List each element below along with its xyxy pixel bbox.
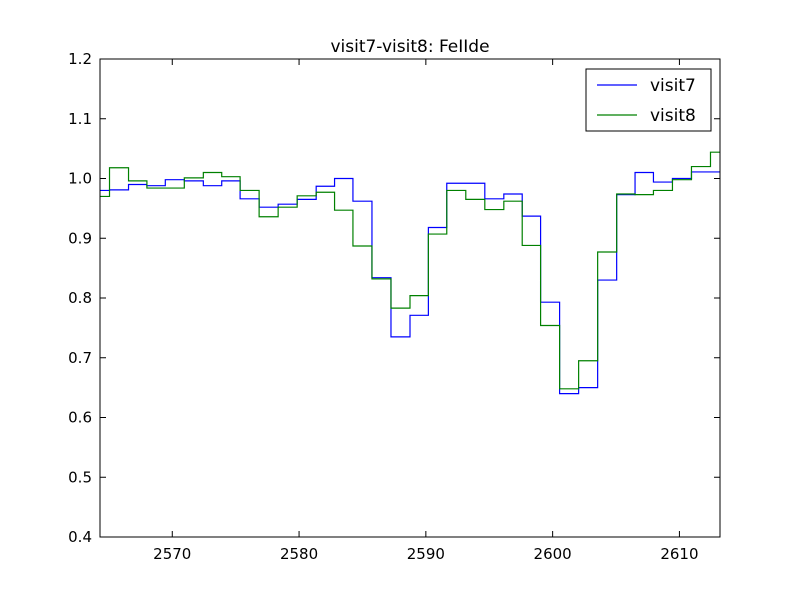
legend: visit7 visit8 (585, 68, 712, 132)
y-tick-label: 0.7 (68, 349, 92, 367)
x-tick-label: 2600 (534, 545, 572, 563)
x-tick-label: 2610 (660, 545, 698, 563)
legend-frame (585, 68, 712, 132)
series-layer (100, 151, 720, 395)
legend-label-visit8: visit8 (650, 106, 696, 126)
y-tick-label: 1.1 (68, 110, 92, 128)
legend-label-visit7: visit7 (650, 76, 696, 96)
x-axis-ticks: 2570 2580 2590 2600 2610 (153, 59, 699, 563)
y-tick-label: 1.0 (68, 170, 92, 188)
y-axis-ticks: 0.4 0.5 0.6 0.7 0.8 0.9 1.0 1.1 1.2 (68, 50, 720, 546)
y-tick-label: 0.8 (68, 289, 92, 307)
series-line-visit7 (100, 171, 720, 395)
series-line-visit8 (100, 151, 720, 390)
y-tick-label: 0.4 (68, 528, 92, 546)
chart-title: visit7-visit8: FeIIde (330, 37, 489, 57)
x-tick-label: 2580 (280, 545, 318, 563)
y-tick-label: 0.6 (68, 409, 92, 427)
y-tick-label: 1.2 (68, 50, 92, 68)
y-tick-label: 0.9 (68, 229, 92, 247)
y-tick-label: 0.5 (68, 468, 92, 486)
x-tick-label: 2590 (407, 545, 445, 563)
x-tick-label: 2570 (153, 545, 191, 563)
